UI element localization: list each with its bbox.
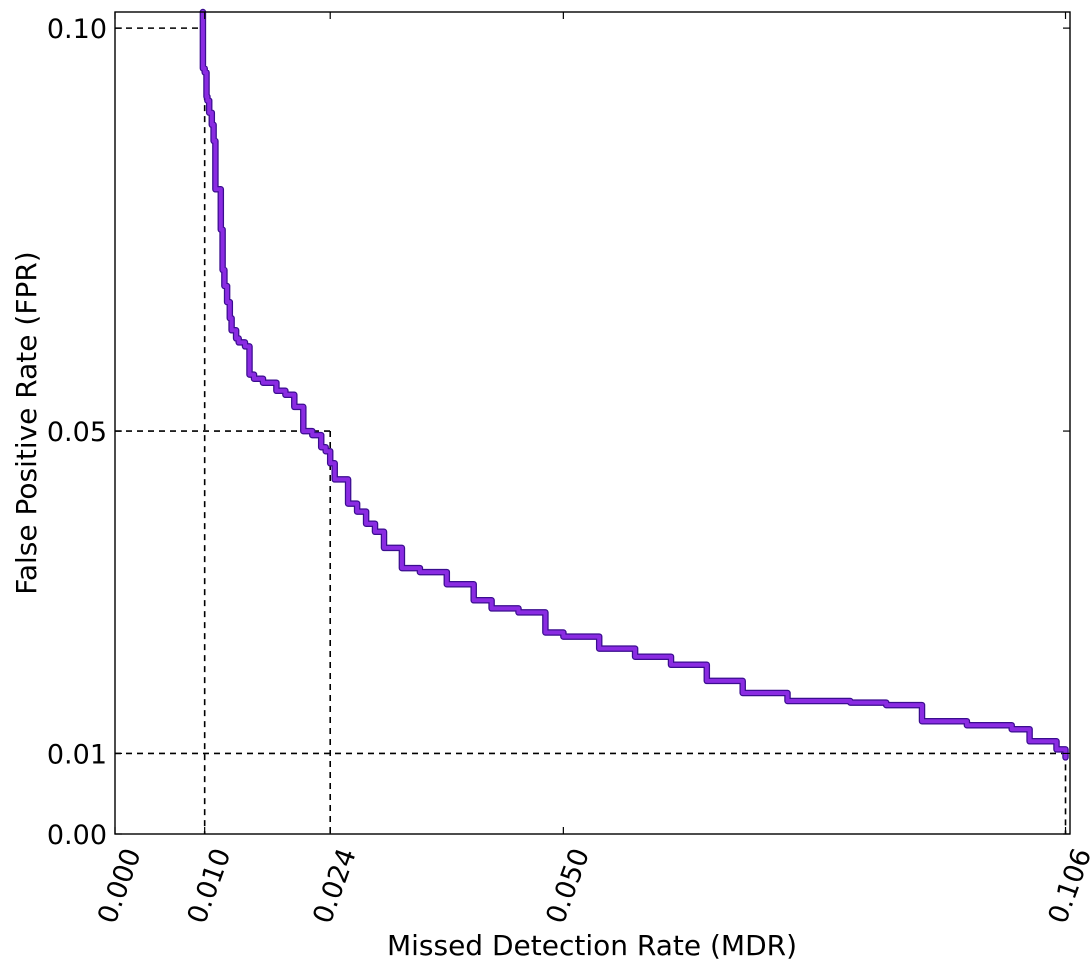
y-tick-label-2: 0.05 <box>47 417 107 448</box>
y-tick-label-0: 0.00 <box>47 820 107 851</box>
series-layer <box>199 8 1069 761</box>
y-axis-label: False Positive Rate (FPR) <box>10 251 43 594</box>
x-tick-label-2: 0.024 <box>307 844 363 927</box>
plot-frame <box>114 11 1071 835</box>
y-ticks: 0.00 0.01 0.05 0.10 <box>47 14 1070 851</box>
y-tick-label-3: 0.10 <box>47 14 107 45</box>
x-tick-label-3: 0.050 <box>540 844 596 927</box>
x-tick-label-1: 0.010 <box>182 844 238 927</box>
x-tick-label-0: 0.000 <box>92 844 148 927</box>
series-line-0 <box>200 10 1068 760</box>
reference-lines <box>115 27 1067 834</box>
x-axis-label: Missed Detection Rate (MDR) <box>387 929 797 962</box>
x-ticks: 0.000 0.010 0.024 0.050 0.106 <box>92 12 1091 928</box>
series-line-outline-0 <box>199 8 1069 761</box>
x-tick-label-4: 0.106 <box>1043 844 1091 927</box>
y-tick-label-1: 0.01 <box>47 739 107 770</box>
